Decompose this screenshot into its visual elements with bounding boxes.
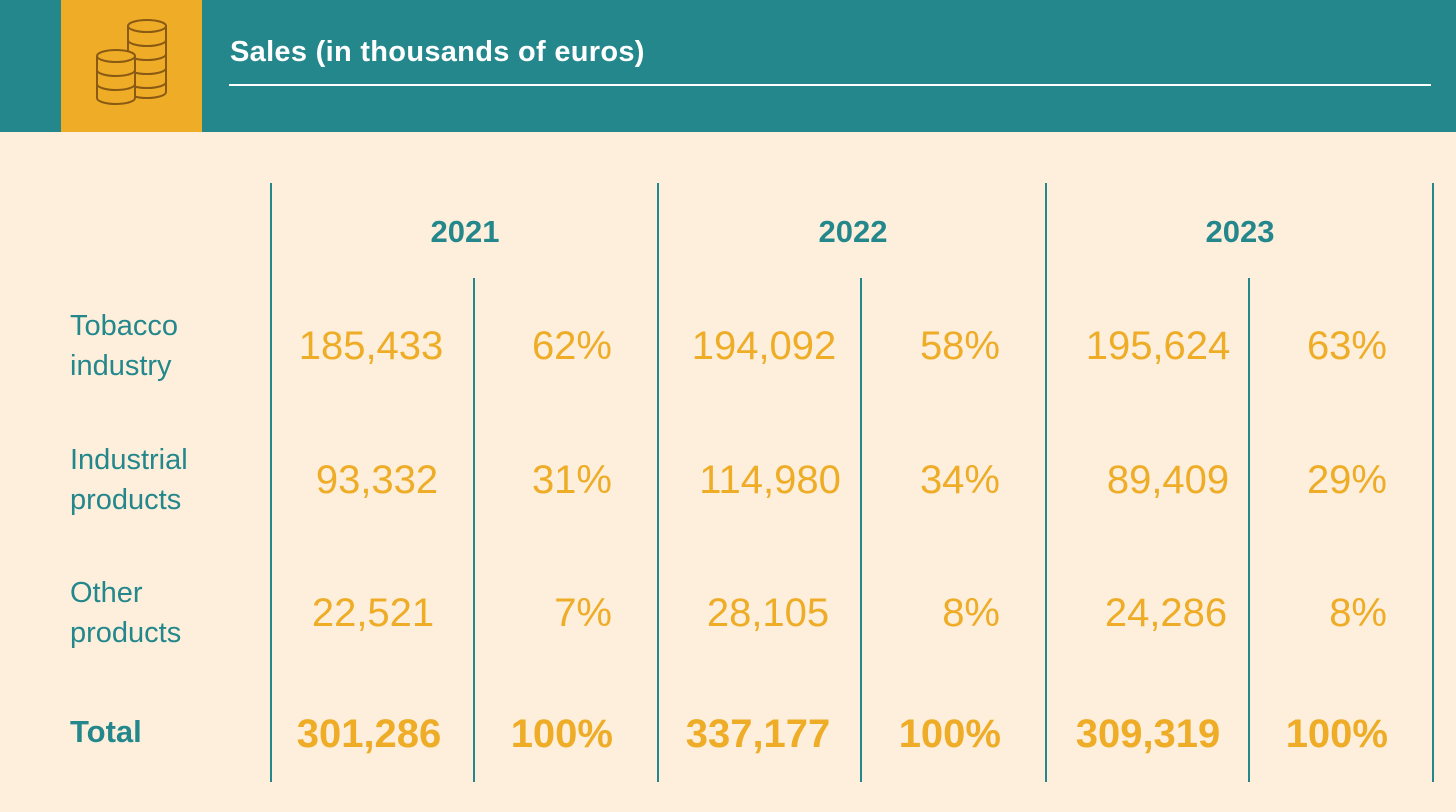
value-cell: 195,624 <box>1085 324 1231 368</box>
share-cell: 8% <box>1329 591 1387 635</box>
year-header-2021: 2021 <box>430 214 500 249</box>
value-cell: 185,433 <box>298 324 444 368</box>
share-cell: 62% <box>531 324 612 368</box>
value-cell: 24,286 <box>1104 591 1228 635</box>
share-cell: 34% <box>919 458 1000 502</box>
value-cell: 28,105 <box>706 591 830 635</box>
value-cell: 22,521 <box>311 591 435 635</box>
total-share-cell: 100% <box>898 712 1001 756</box>
share-cell: 63% <box>1306 324 1387 368</box>
row-label-other: Other products <box>70 577 182 649</box>
year-header-2023: 2023 <box>1205 214 1275 249</box>
column-divider <box>270 183 272 782</box>
share-cell: 31% <box>531 458 612 502</box>
total-value-cell: 301,286 <box>296 712 442 756</box>
sub-column-divider <box>860 278 862 782</box>
column-divider <box>1432 183 1434 782</box>
share-cell: 8% <box>942 591 1000 635</box>
header-bar: Sales (in thousands of euros) <box>0 0 1456 132</box>
total-value-cell: 309,319 <box>1075 712 1221 756</box>
value-cell: 194,092 <box>691 324 837 368</box>
row-label-industrial: Industrial products <box>70 444 188 516</box>
value-cell: 93,332 <box>315 458 439 502</box>
share-cell: 29% <box>1306 458 1387 502</box>
value-cell: 89,409 <box>1106 458 1230 502</box>
row-label-tobacco: Tobacco industry <box>70 310 179 382</box>
share-cell: 58% <box>919 324 1000 368</box>
share-cell: 7% <box>554 591 612 635</box>
column-divider <box>1045 183 1047 782</box>
sub-column-divider <box>473 278 475 782</box>
year-header-2022: 2022 <box>818 214 888 249</box>
sub-column-divider <box>1248 278 1250 782</box>
total-value-cell: 337,177 <box>685 712 831 756</box>
total-share-cell: 100% <box>510 712 613 756</box>
column-divider <box>657 183 659 782</box>
coins-icon <box>61 0 202 132</box>
value-cell: 114,980 <box>699 458 841 502</box>
page-title: Sales (in thousands of euros) <box>230 36 645 68</box>
row-label-total: Total <box>70 714 142 749</box>
total-share-cell: 100% <box>1285 712 1388 756</box>
title-divider <box>229 84 1431 86</box>
